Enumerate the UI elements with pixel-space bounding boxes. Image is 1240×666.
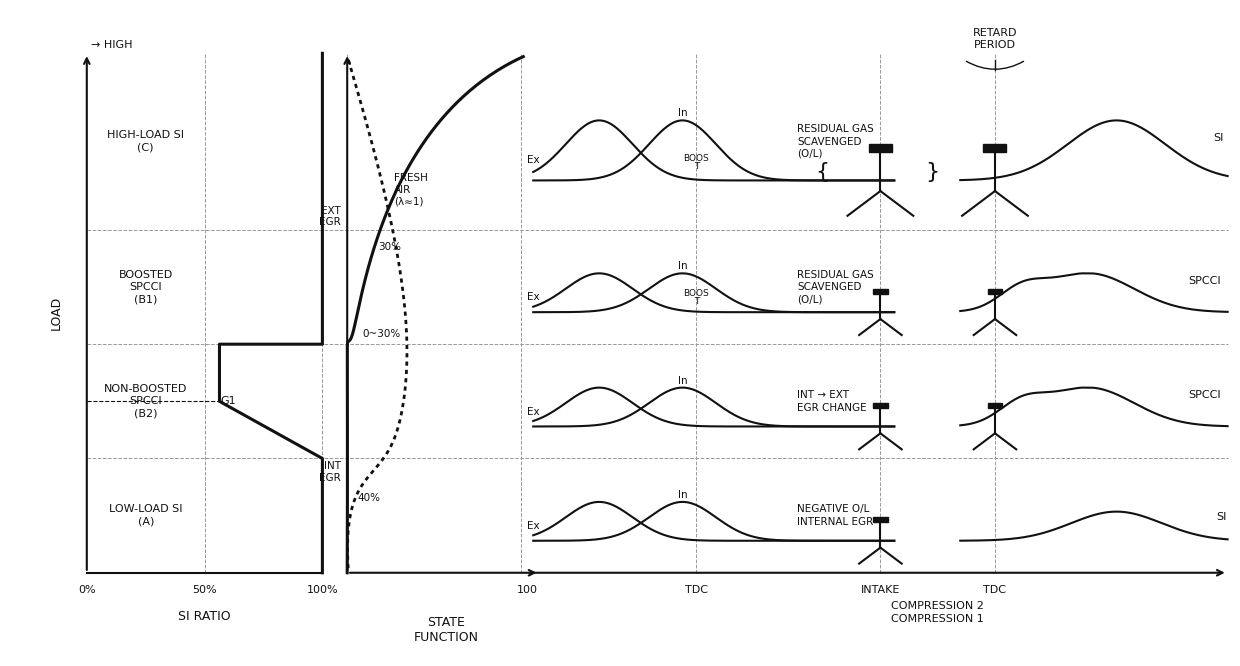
Text: Ex: Ex	[527, 292, 539, 302]
Text: SPCCI: SPCCI	[1188, 276, 1220, 286]
Text: EXT
EGR: EXT EGR	[319, 206, 341, 227]
Text: INTAKE: INTAKE	[861, 585, 900, 595]
Text: 100%: 100%	[306, 585, 339, 595]
Text: NEGATIVE O/L
INTERNAL EGR: NEGATIVE O/L INTERNAL EGR	[797, 504, 873, 527]
Text: INT → EXT
EGR CHANGE: INT → EXT EGR CHANGE	[797, 390, 867, 412]
Text: SI RATIO: SI RATIO	[179, 609, 231, 623]
Text: SI: SI	[1215, 512, 1226, 522]
Text: In: In	[678, 376, 687, 386]
Text: 50%: 50%	[192, 585, 217, 595]
Bar	[987, 289, 1002, 294]
Text: TDC: TDC	[684, 585, 708, 595]
Text: BOOS
T: BOOS T	[683, 288, 709, 306]
Text: HIGH-LOAD SI
(C): HIGH-LOAD SI (C)	[107, 131, 185, 153]
Text: In: In	[678, 490, 687, 500]
Text: SPCCI: SPCCI	[1188, 390, 1220, 400]
Text: BOOSTED
SPCCI
(B1): BOOSTED SPCCI (B1)	[119, 270, 172, 304]
Text: Ex: Ex	[527, 155, 539, 165]
Text: TDC: TDC	[983, 585, 1007, 595]
Text: Ex: Ex	[527, 407, 539, 417]
Bar	[869, 145, 892, 153]
Text: SI: SI	[1214, 133, 1224, 143]
Text: RETARD
PERIOD: RETARD PERIOD	[972, 29, 1017, 50]
Text: LOAD: LOAD	[50, 296, 62, 330]
Bar	[873, 289, 888, 294]
Text: {: {	[815, 162, 830, 182]
Text: NON-BOOSTED
SPCCI
(B2): NON-BOOSTED SPCCI (B2)	[104, 384, 187, 419]
Text: In: In	[678, 109, 687, 119]
Text: 0~30%: 0~30%	[362, 329, 401, 339]
Text: Ex: Ex	[527, 521, 539, 531]
Text: RESIDUAL GAS
SCAVENGED
(O/L): RESIDUAL GAS SCAVENGED (O/L)	[797, 270, 874, 304]
Text: }: }	[925, 162, 940, 182]
Text: STATE
FUNCTION: STATE FUNCTION	[414, 616, 479, 644]
Text: RESIDUAL GAS
SCAVENGED
(O/L): RESIDUAL GAS SCAVENGED (O/L)	[797, 124, 874, 159]
Bar	[983, 145, 1007, 153]
Text: BOOS
T: BOOS T	[683, 154, 709, 171]
Text: INT
EGR: INT EGR	[319, 461, 341, 483]
Text: FRESH
AIR
(λ≈1): FRESH AIR (λ≈1)	[394, 173, 428, 206]
Bar	[873, 517, 888, 522]
Text: 100: 100	[517, 585, 537, 595]
Text: 30%: 30%	[378, 242, 402, 252]
Text: 40%: 40%	[357, 494, 381, 503]
Bar	[873, 403, 888, 408]
Text: 0%: 0%	[78, 585, 95, 595]
Text: COMPRESSION 1: COMPRESSION 1	[892, 614, 985, 624]
Bar	[987, 403, 1002, 408]
Text: In: In	[678, 261, 687, 271]
Text: LOW-LOAD SI
(A): LOW-LOAD SI (A)	[109, 504, 182, 527]
Text: COMPRESSION 2: COMPRESSION 2	[892, 601, 985, 611]
Text: → HIGH: → HIGH	[91, 40, 131, 50]
Text: G1: G1	[221, 396, 237, 406]
